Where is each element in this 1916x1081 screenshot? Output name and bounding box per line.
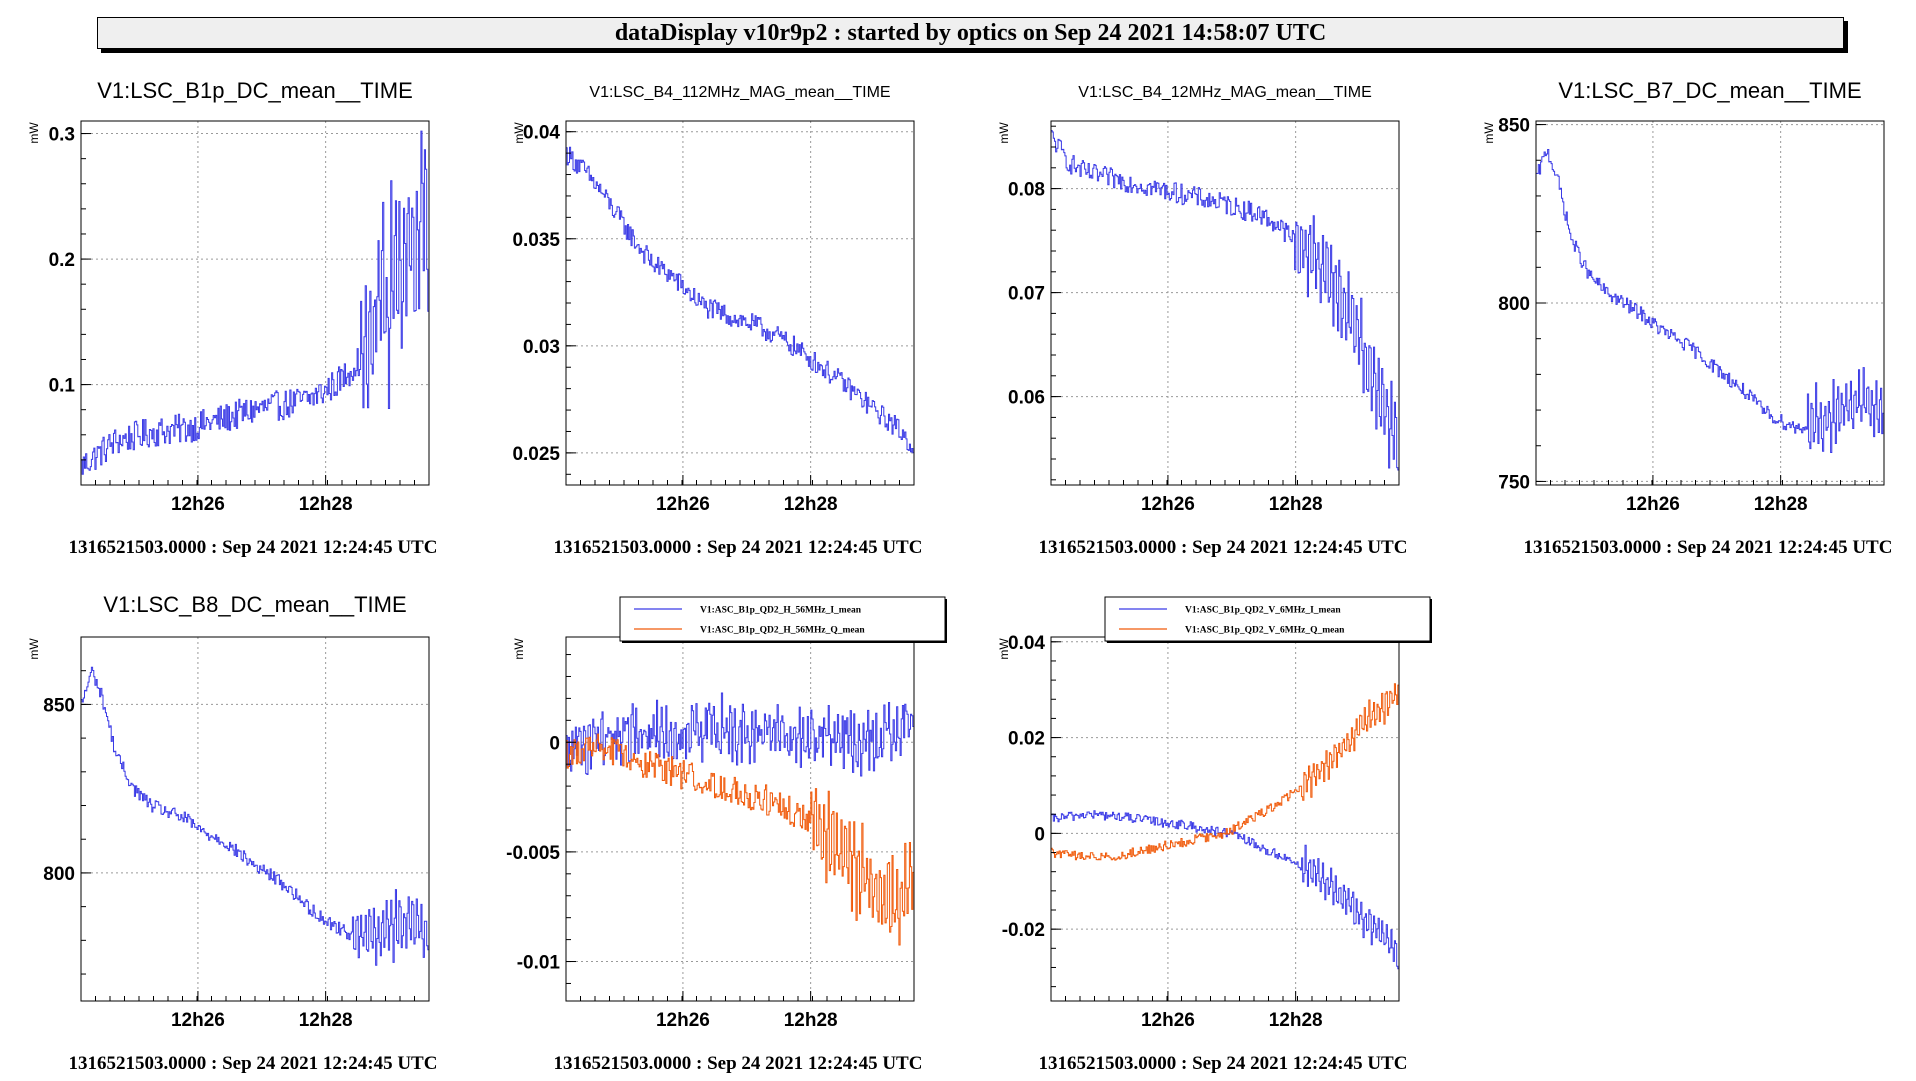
y-tick-label: 0.2 xyxy=(49,250,75,271)
y-axis-unit: mW xyxy=(512,122,526,144)
y-tick-label: -0.02 xyxy=(1002,920,1045,941)
y-tick-label: 0.3 xyxy=(49,125,75,146)
plot-frame xyxy=(565,636,915,1002)
y-tick-label: 850 xyxy=(43,695,75,716)
plot-frame xyxy=(1050,636,1400,1002)
x-tick-label: 12h28 xyxy=(1269,494,1323,515)
x-tick-label: 12h26 xyxy=(1141,494,1195,515)
display-header-title: dataDisplay v10r9p2 : started by optics … xyxy=(614,19,1327,46)
x-tick-label: 12h26 xyxy=(171,1010,225,1031)
series-line-0 xyxy=(1051,130,1400,471)
y-tick-label: 0.03 xyxy=(523,337,560,358)
x-tick-label: 12h28 xyxy=(299,494,353,515)
y-axis-unit: mW xyxy=(997,638,1011,660)
x-tick-label: 12h28 xyxy=(784,494,838,515)
legend-entry: V1:ASC_B1p_QD2_H_56MHz_I_mean xyxy=(700,606,862,616)
gps-timestamp: 1316521503.0000 : Sep 24 2021 12:24:45 U… xyxy=(69,1053,438,1074)
chart-title: V1:LSC_B4_112MHz_MAG_mean__TIME xyxy=(589,84,890,101)
y-tick-label: 0.04 xyxy=(523,123,560,144)
chart-panel-2: V1:LSC_B4_12MHz_MAG_mean__TIME 0.06 0.07 0.… xyxy=(997,84,1407,558)
y-axis-unit: mW xyxy=(997,122,1011,144)
y-tick-label: 750 xyxy=(1498,472,1530,493)
y-axis-unit: mW xyxy=(27,122,41,144)
chart-panel-5: -0.01 -0.005 0 12h26 12h28 mW 1316521503.0000 … xyxy=(506,596,947,1074)
y-tick-label: 0.035 xyxy=(512,230,560,251)
gps-timestamp: 1316521503.0000 : Sep 24 2021 12:24:45 U… xyxy=(1039,1053,1408,1074)
legend-frame xyxy=(619,596,946,642)
chart-panel-1: V1:LSC_B4_112MHz_MAG_mean__TIME 0.025 0.03… xyxy=(512,84,922,558)
y-axis-unit: mW xyxy=(1482,122,1496,144)
chart-panel-6: -0.02 0 0.02 0.04 12h26 12h28 mW 1316521503.000… xyxy=(997,596,1432,1074)
legend-entry: V1:ASC_B1p_QD2_H_56MHz_Q_mean xyxy=(700,626,865,636)
gps-timestamp: 1316521503.0000 : Sep 24 2021 12:24:45 U… xyxy=(1039,537,1408,558)
chart-title: V1:LSC_B7_DC_mean__TIME xyxy=(1558,78,1861,103)
x-tick-label: 12h26 xyxy=(656,1010,710,1031)
y-tick-label: -0.01 xyxy=(517,953,561,974)
series-line-0 xyxy=(81,130,430,475)
chart-title: V1:LSC_B1p_DC_mean__TIME xyxy=(97,78,413,103)
chart-title: V1:LSC_B8_DC_mean__TIME xyxy=(103,592,406,617)
y-tick-label: -0.005 xyxy=(506,843,560,864)
plot-frame xyxy=(565,120,915,486)
gps-timestamp: 1316521503.0000 : Sep 24 2021 12:24:45 U… xyxy=(554,537,923,558)
legend-entry: V1:ASC_B1p_QD2_V_6MHz_I_mean xyxy=(1185,606,1341,616)
series-line-0 xyxy=(566,692,915,777)
x-tick-label: 12h28 xyxy=(1754,494,1808,515)
y-tick-label: 0.1 xyxy=(49,376,76,397)
display-header-banner: dataDisplay v10r9p2 : started by optics … xyxy=(97,17,1844,49)
gps-timestamp: 1316521503.0000 : Sep 24 2021 12:24:45 U… xyxy=(1524,537,1893,558)
x-tick-label: 12h26 xyxy=(1141,1010,1195,1031)
y-tick-label: 0.02 xyxy=(1008,729,1045,750)
legend-box: V1:ASC_B1p_QD2_H_56MHz_I_mean V1:ASC_B1p_… xyxy=(619,596,947,643)
x-tick-label: 12h26 xyxy=(1626,494,1680,515)
y-tick-label: 800 xyxy=(43,864,75,885)
series-line-0 xyxy=(81,666,430,966)
legend-frame xyxy=(1104,596,1431,642)
y-tick-label: 0 xyxy=(549,733,560,754)
series-line-0 xyxy=(566,146,915,454)
y-tick-label: 0.08 xyxy=(1008,180,1045,201)
chart-title: V1:LSC_B4_12MHz_MAG_mean__TIME xyxy=(1078,84,1371,101)
y-tick-label: 0 xyxy=(1034,824,1045,845)
x-tick-label: 12h26 xyxy=(656,494,710,515)
x-tick-label: 12h28 xyxy=(1269,1010,1323,1031)
y-tick-label: 850 xyxy=(1498,116,1530,137)
x-tick-label: 12h28 xyxy=(784,1010,838,1031)
series-line-0 xyxy=(1536,149,1885,453)
legend-entry: V1:ASC_B1p_QD2_V_6MHz_Q_mean xyxy=(1185,626,1345,636)
y-tick-label: 0.04 xyxy=(1008,633,1045,654)
chart-panel-4: V1:LSC_B8_DC_mean__TIME 800 850 12h26 12h28 m… xyxy=(27,592,437,1074)
y-tick-label: 0.06 xyxy=(1008,388,1045,409)
y-tick-label: 0.07 xyxy=(1008,284,1045,305)
y-axis-unit: mW xyxy=(27,638,41,660)
series-line-1 xyxy=(566,733,915,946)
gps-timestamp: 1316521503.0000 : Sep 24 2021 12:24:45 U… xyxy=(69,537,438,558)
x-tick-label: 12h26 xyxy=(171,494,225,515)
gps-timestamp: 1316521503.0000 : Sep 24 2021 12:24:45 U… xyxy=(554,1053,923,1074)
x-tick-label: 12h28 xyxy=(299,1010,353,1031)
series-line-1 xyxy=(1051,682,1400,861)
chart-panel-3: V1:LSC_B7_DC_mean__TIME 750 800 850 12h26 12h… xyxy=(1482,78,1892,558)
legend-box: V1:ASC_B1p_QD2_V_6MHz_I_mean V1:ASC_B1p_Q… xyxy=(1104,596,1432,643)
chart-panel-0: V1:LSC_B1p_DC_mean__TIME 0.1 0.2 0.3 12h26 12… xyxy=(27,78,437,558)
y-tick-label: 800 xyxy=(1498,294,1530,315)
y-axis-unit: mW xyxy=(512,638,526,660)
y-tick-label: 0.025 xyxy=(512,444,560,465)
